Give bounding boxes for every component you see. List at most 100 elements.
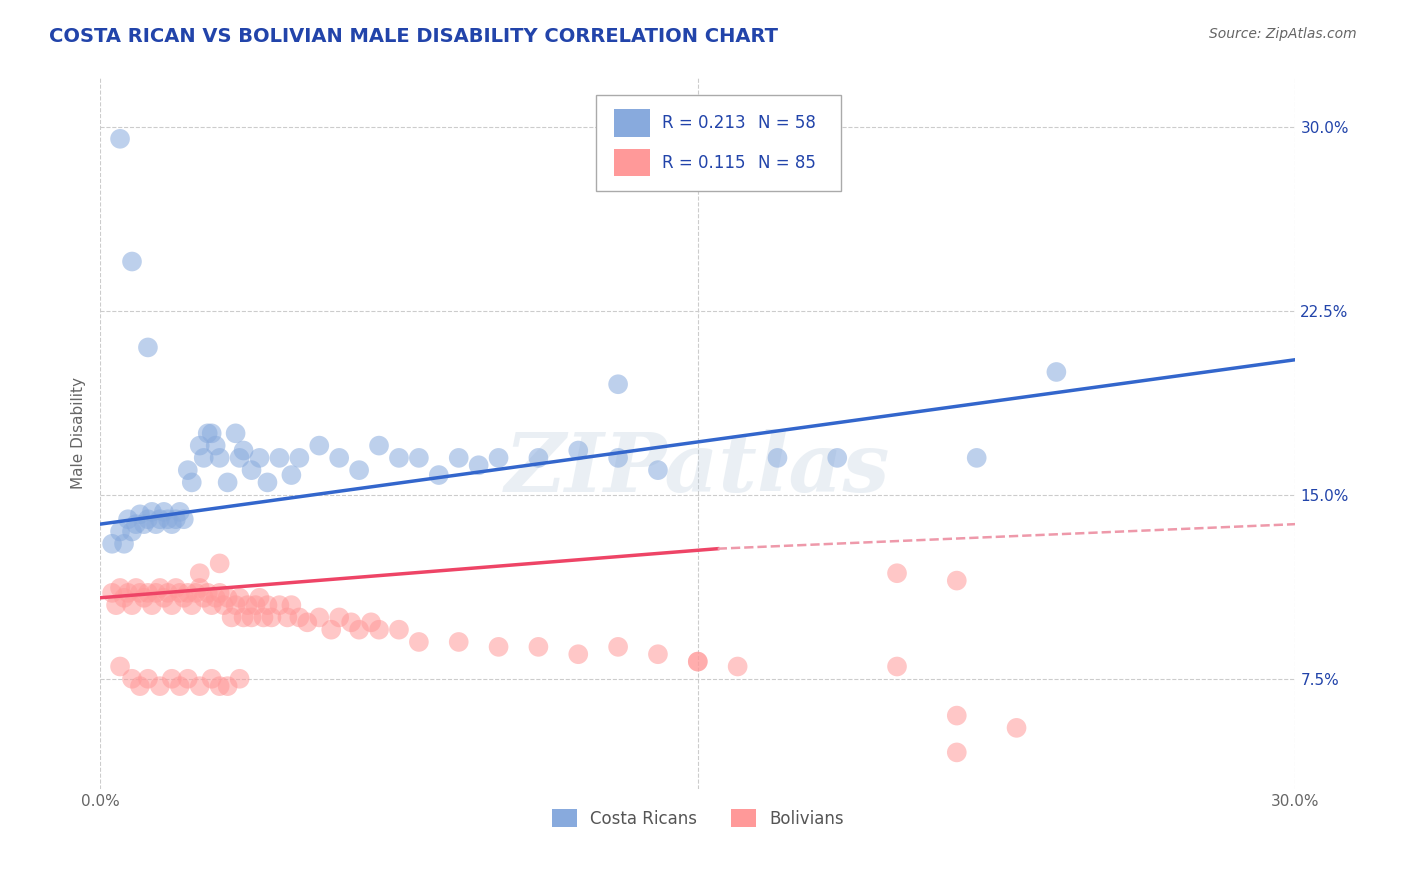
Point [112, 591, 135, 605]
Point [108, 524, 131, 539]
Point [308, 439, 330, 453]
Point [228, 450, 250, 465]
Point [447, 450, 470, 465]
Point [488, 640, 510, 654]
Point [269, 450, 291, 465]
Point [180, 475, 202, 490]
Point [145, 586, 167, 600]
Point [108, 659, 131, 673]
Point [201, 426, 224, 441]
Point [252, 610, 274, 624]
Point [129, 508, 152, 522]
Point [388, 623, 411, 637]
Point [527, 450, 550, 465]
Point [193, 450, 215, 465]
Point [228, 672, 250, 686]
Point [368, 623, 391, 637]
Point [360, 615, 382, 630]
Point [240, 463, 263, 477]
Point [132, 517, 155, 532]
Text: R = 0.213: R = 0.213 [662, 114, 745, 132]
Point [105, 598, 128, 612]
Point [180, 598, 202, 612]
Point [169, 505, 191, 519]
Point [256, 598, 278, 612]
Point [160, 598, 183, 612]
Point [966, 450, 988, 465]
Point [686, 655, 709, 669]
Point [188, 439, 211, 453]
Point [945, 708, 967, 723]
Point [766, 450, 789, 465]
Point [208, 679, 231, 693]
Point [647, 647, 669, 661]
Point [156, 512, 179, 526]
Point [165, 581, 187, 595]
Point [221, 610, 243, 624]
Point [153, 505, 176, 519]
Point [607, 377, 630, 392]
Point [129, 679, 152, 693]
Text: COSTA RICAN VS BOLIVIAN MALE DISABILITY CORRELATION CHART: COSTA RICAN VS BOLIVIAN MALE DISABILITY … [49, 27, 778, 45]
Point [249, 591, 271, 605]
Point [145, 517, 167, 532]
Point [132, 591, 155, 605]
Point [228, 591, 250, 605]
Point [136, 512, 159, 526]
Point [197, 586, 219, 600]
Point [204, 591, 226, 605]
Point [280, 598, 302, 612]
Point [173, 512, 195, 526]
Point [160, 672, 183, 686]
Point [101, 586, 124, 600]
Point [347, 623, 370, 637]
Point [188, 679, 211, 693]
Point [727, 659, 749, 673]
Point [193, 591, 215, 605]
Point [256, 475, 278, 490]
Point [347, 463, 370, 477]
Point [184, 586, 207, 600]
Point [112, 537, 135, 551]
Point [121, 672, 143, 686]
Point [249, 450, 271, 465]
Point [607, 640, 630, 654]
Point [245, 598, 267, 612]
Point [321, 623, 343, 637]
Point [488, 450, 510, 465]
Point [269, 598, 291, 612]
Point [607, 450, 630, 465]
Point [208, 586, 231, 600]
Point [188, 566, 211, 581]
Point [197, 426, 219, 441]
Point [165, 512, 187, 526]
Point [280, 468, 302, 483]
Text: ZIPatlas: ZIPatlas [505, 429, 890, 509]
Point [276, 610, 298, 624]
Point [886, 659, 908, 673]
Point [101, 537, 124, 551]
Point [136, 672, 159, 686]
Point [141, 505, 163, 519]
Point [125, 517, 148, 532]
Point [945, 746, 967, 760]
Point [1045, 365, 1067, 379]
Legend: Costa Ricans, Bolivians: Costa Ricans, Bolivians [546, 803, 851, 834]
Point [825, 450, 848, 465]
Point [647, 463, 669, 477]
Point [117, 586, 139, 600]
Bar [614, 110, 650, 136]
Point [240, 610, 263, 624]
Point [169, 679, 191, 693]
Point [1005, 721, 1028, 735]
Point [388, 450, 411, 465]
Point [288, 450, 311, 465]
Point [188, 581, 211, 595]
Point [260, 610, 283, 624]
Point [567, 443, 589, 458]
Point [149, 679, 172, 693]
Point [225, 598, 247, 612]
Point [201, 672, 224, 686]
Point [156, 586, 179, 600]
Point [217, 475, 239, 490]
